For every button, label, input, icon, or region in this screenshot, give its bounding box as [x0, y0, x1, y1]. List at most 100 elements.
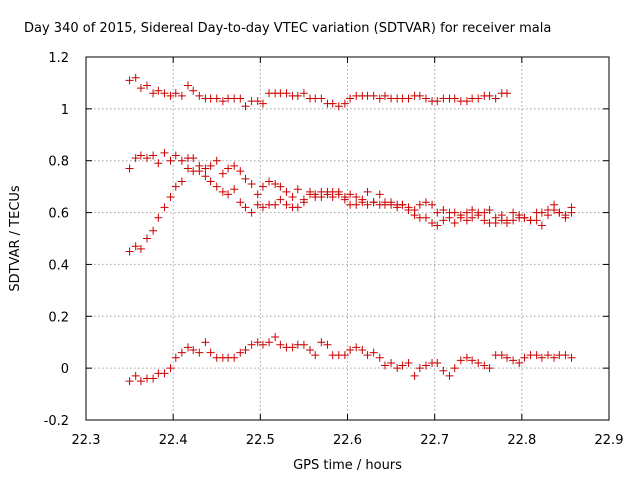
data-point [166, 91, 175, 100]
data-point [393, 203, 402, 212]
data-point [334, 187, 343, 196]
data-point [404, 358, 413, 367]
data-point [550, 353, 559, 362]
x-tick-label: 22.4 [159, 433, 188, 448]
data-point [509, 216, 518, 225]
data-point [532, 351, 541, 360]
data-point [136, 377, 145, 386]
data-point [515, 358, 524, 367]
data-point [480, 216, 489, 225]
data-point [230, 185, 239, 194]
data-point [212, 94, 221, 103]
data-point [555, 208, 564, 217]
data-point [439, 205, 448, 214]
data-point [241, 203, 250, 212]
data-point [450, 218, 459, 227]
data-point [230, 161, 239, 170]
data-point [358, 198, 367, 207]
data-point [433, 97, 442, 106]
data-point [398, 361, 407, 370]
data-point [276, 182, 285, 191]
data-point [311, 193, 320, 202]
data-point [340, 99, 349, 108]
y-tick-label: 0 [61, 362, 69, 377]
data-point [456, 213, 465, 222]
data-point [421, 94, 430, 103]
data-point [485, 205, 494, 214]
series-lower [125, 333, 576, 386]
data-point [503, 89, 512, 98]
data-point [346, 94, 355, 103]
data-point [537, 221, 546, 230]
data-point [410, 371, 419, 380]
data-point [218, 97, 227, 106]
data-point [410, 211, 419, 220]
data-point [497, 216, 506, 225]
data-point [201, 164, 210, 173]
x-tick-label: 22.7 [420, 433, 449, 448]
x-axis-label: GPS time / hours [293, 458, 402, 473]
data-point [520, 213, 529, 222]
data-point [421, 198, 430, 207]
data-point [177, 348, 186, 357]
data-point [253, 200, 262, 209]
data-point [131, 73, 140, 82]
data-point [445, 213, 454, 222]
data-point [334, 102, 343, 111]
data-point [171, 89, 180, 98]
data-point [428, 218, 437, 227]
axis-ticks: 22.3 22.4 22.5 22.6 22.7 22.8 22.9 -0.2 0 0.2 0.4 0… [44, 51, 624, 448]
data-point [317, 338, 326, 347]
data-point [543, 351, 552, 360]
data-point [160, 89, 169, 98]
data-point [258, 340, 267, 349]
data-point [293, 185, 302, 194]
data-point [358, 345, 367, 354]
data-point [387, 200, 396, 209]
y-axis-label: SDTVAR / TECUs [8, 185, 23, 292]
data-point [276, 340, 285, 349]
data-point [230, 353, 239, 362]
data-point [177, 91, 186, 100]
data-point [299, 195, 308, 204]
data-point [253, 338, 262, 347]
y-tick-label: -0.2 [44, 414, 69, 429]
series-middle-b [125, 164, 576, 256]
data-point [450, 364, 459, 373]
data-point [293, 203, 302, 212]
data-point [393, 364, 402, 373]
data-point [143, 81, 152, 90]
data-point [241, 102, 250, 111]
data-point [415, 91, 424, 100]
data-point [468, 356, 477, 365]
data-point [398, 200, 407, 209]
data-point [474, 94, 483, 103]
data-point [247, 180, 256, 189]
data-point [201, 172, 210, 181]
data-point [328, 99, 337, 108]
y-tick-label: 1 [61, 103, 69, 118]
y-tick-label: 0.8 [48, 155, 69, 170]
data-point [247, 340, 256, 349]
data-point [352, 193, 361, 202]
data-point [456, 356, 465, 365]
data-point [323, 190, 332, 199]
data-point [288, 193, 297, 202]
data-point [271, 333, 280, 342]
data-points [125, 73, 576, 386]
data-point [439, 366, 448, 375]
data-point [166, 364, 175, 373]
data-point [125, 247, 134, 256]
data-point [253, 190, 262, 199]
data-point [328, 193, 337, 202]
data-point [363, 200, 372, 209]
data-point [462, 216, 471, 225]
data-point [450, 94, 459, 103]
data-point [363, 187, 372, 196]
data-point [346, 345, 355, 354]
data-point [375, 353, 384, 362]
data-point [212, 182, 221, 191]
data-point [561, 213, 570, 222]
data-point [189, 345, 198, 354]
